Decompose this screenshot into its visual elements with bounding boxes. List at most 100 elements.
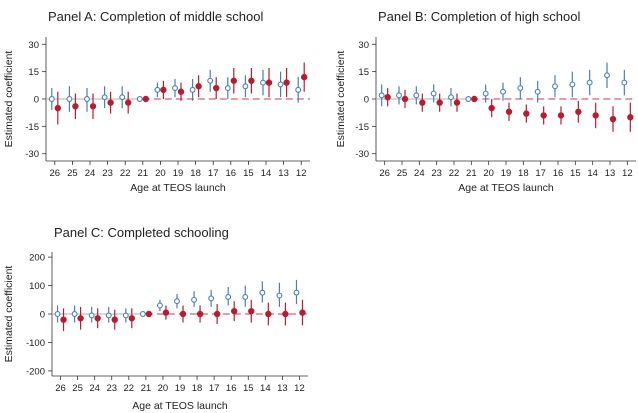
data-point [301, 73, 308, 81]
series-red [60, 299, 306, 332]
data-point [71, 311, 78, 317]
data-point [248, 307, 255, 315]
data-point [154, 86, 161, 93]
x-tick-label: 23 [106, 383, 117, 394]
data-point [401, 95, 409, 103]
data-point [248, 77, 255, 84]
data-point [172, 85, 178, 92]
data-point [552, 83, 558, 90]
series-blue [48, 69, 302, 112]
data-point [160, 86, 167, 94]
data-point [465, 96, 472, 102]
data-point [177, 88, 185, 95]
data-point [482, 90, 489, 97]
data-point [230, 77, 237, 84]
data-point [89, 103, 97, 110]
data-point [242, 293, 249, 300]
data-point [162, 309, 170, 316]
data-point [101, 94, 108, 101]
data-point [592, 112, 599, 119]
data-point [627, 114, 634, 121]
x-tick-label: 25 [397, 168, 408, 179]
y-tick-label: -200 [26, 366, 45, 377]
x-tick-label: 17 [208, 168, 219, 179]
x-tick-label: 25 [67, 168, 78, 179]
data-point [142, 95, 149, 103]
x-tick-label: 22 [449, 168, 460, 179]
data-point [517, 85, 524, 92]
data-point [419, 99, 426, 106]
data-point [174, 298, 180, 305]
x-tick-label: 18 [190, 168, 201, 179]
data-point [191, 296, 198, 303]
series-blue [54, 279, 300, 323]
x-tick-label: 17 [209, 383, 220, 394]
panel-title: Panel B: Completion of high school [378, 9, 580, 24]
panel-title: Panel C: Completed schooling [54, 225, 229, 240]
data-point [436, 99, 443, 106]
x-tick-label: 19 [175, 383, 186, 394]
data-point [453, 99, 461, 106]
data-point [609, 115, 617, 123]
x-tick-label: 12 [622, 168, 633, 179]
x-axis-label: Age at TEOS launch [130, 182, 226, 194]
x-tick-label: 13 [605, 168, 616, 179]
data-point [540, 112, 547, 119]
data-point [260, 79, 266, 86]
y-tick-label: 30 [28, 40, 39, 51]
y-tick-label: 15 [358, 67, 369, 78]
data-point [471, 95, 478, 103]
x-tick-label: 13 [277, 383, 288, 394]
x-tick-label: 24 [89, 383, 100, 394]
x-axis-label: Age at TEOS launch [458, 182, 554, 194]
data-point [259, 289, 266, 296]
data-point [277, 81, 284, 88]
data-point [586, 79, 593, 86]
x-tick-label: 22 [120, 168, 131, 179]
x-tick-label: 19 [501, 168, 512, 179]
x-tick-label: 21 [466, 168, 477, 179]
data-point [225, 293, 232, 300]
data-point [500, 88, 506, 95]
data-point [128, 315, 135, 322]
data-point [111, 316, 118, 323]
data-point [48, 96, 55, 102]
data-point [212, 84, 220, 92]
series-red [54, 62, 308, 125]
y-tick-label: 0 [364, 95, 369, 106]
data-point [283, 79, 290, 86]
x-tick-label: 12 [294, 383, 305, 394]
x-tick-label: 26 [55, 383, 66, 394]
panel-title: Panel A: Completion of middle school [48, 9, 263, 24]
x-tick-label: 14 [260, 383, 271, 394]
data-point [396, 92, 402, 99]
data-point [124, 99, 132, 106]
data-point [195, 83, 202, 90]
x-tick-label: 16 [226, 383, 237, 394]
data-point [413, 92, 420, 99]
data-point [242, 83, 249, 90]
x-tick-label: 23 [431, 168, 442, 179]
data-point [145, 310, 153, 318]
data-point [66, 96, 73, 102]
data-point [276, 292, 283, 299]
data-point [213, 310, 221, 318]
y-tick-label: 100 [29, 281, 45, 292]
x-tick-label: 18 [518, 168, 529, 179]
y-tick-label: -30 [355, 149, 369, 160]
data-point [282, 310, 289, 318]
series-blue [378, 62, 628, 107]
y-tick-label: 30 [358, 40, 369, 51]
x-tick-label: 16 [553, 168, 564, 179]
panel-1: Panel A: Completion of middle school 30 15… [3, 9, 310, 194]
x-tick-label: 19 [173, 168, 184, 179]
data-point [54, 104, 61, 112]
x-tick-label: 15 [570, 168, 581, 179]
data-point [557, 112, 565, 119]
data-point [293, 289, 300, 296]
data-point [384, 93, 391, 101]
y-tick-label: 15 [28, 67, 39, 78]
data-point [179, 310, 187, 318]
data-point [621, 79, 628, 86]
data-point [295, 86, 302, 93]
